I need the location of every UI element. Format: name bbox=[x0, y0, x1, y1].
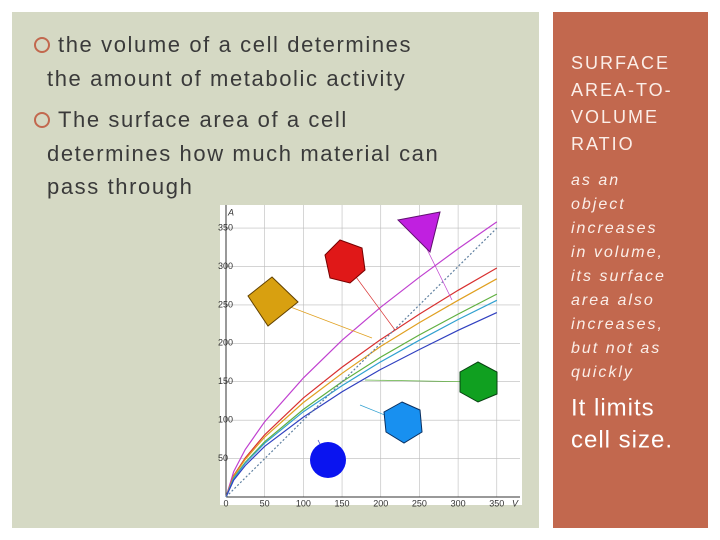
sidebar-conclusion: cell size. bbox=[571, 426, 673, 453]
tetrahedron bbox=[396, 211, 441, 253]
x-tick-label: 150 bbox=[335, 498, 350, 508]
x-tick-label: 100 bbox=[296, 498, 311, 508]
y-tick-label: 50 bbox=[218, 453, 228, 463]
series-line bbox=[225, 278, 498, 498]
x-tick-label: 250 bbox=[412, 498, 427, 508]
bullet-text: the amount of metabolic activity bbox=[47, 66, 406, 91]
sidebar-heading: VOLUME bbox=[571, 107, 659, 127]
dodecahedron bbox=[459, 361, 498, 403]
sidebar-body: area also bbox=[571, 292, 655, 309]
sidebar-body: but not as bbox=[571, 340, 661, 357]
x-axis-label: V bbox=[512, 498, 519, 508]
shapes bbox=[247, 211, 498, 478]
sidebar-heading: AREA-TO- bbox=[571, 80, 673, 100]
bullet-icon bbox=[34, 37, 50, 53]
bullet-text: The surface area of a cell bbox=[58, 107, 348, 132]
sphere bbox=[310, 442, 346, 478]
sidebar-heading: RATIO bbox=[571, 134, 635, 154]
x-tick-label: 300 bbox=[451, 498, 466, 508]
cube bbox=[324, 239, 366, 284]
bullet-text: determines how much material can bbox=[47, 141, 439, 166]
octahedron bbox=[247, 276, 299, 327]
sidebar-body: object bbox=[571, 196, 626, 213]
series-line bbox=[225, 221, 498, 498]
sidebar-conclusion: It limits bbox=[571, 394, 655, 421]
chart-background bbox=[220, 205, 522, 505]
series-line bbox=[225, 227, 498, 498]
icosahedron bbox=[383, 401, 423, 444]
bullet-text: pass through bbox=[47, 174, 193, 199]
sidebar-heading: SURFACE bbox=[571, 53, 670, 73]
bullet-text: the volume of a cell determines bbox=[58, 32, 412, 57]
series-line bbox=[225, 312, 498, 498]
sidebar-body: quickly bbox=[571, 364, 634, 381]
x-tick-label: 0 bbox=[223, 498, 228, 508]
sidebar-body: its surface bbox=[571, 268, 666, 285]
x-tick-label: 350 bbox=[489, 498, 504, 508]
sidebar-panel bbox=[553, 12, 708, 528]
x-tick-label: 50 bbox=[260, 498, 270, 508]
series-line bbox=[225, 267, 498, 498]
sidebar-body: increases bbox=[571, 220, 657, 237]
y-axis-label: A bbox=[227, 207, 234, 217]
series-line bbox=[225, 299, 498, 498]
x-tick-label: 200 bbox=[373, 498, 388, 508]
sidebar-body: as an bbox=[571, 172, 620, 189]
connector bbox=[364, 379, 479, 383]
sidebar-body: increases, bbox=[571, 316, 664, 333]
sidebar-body: in volume, bbox=[571, 244, 664, 261]
bullet-icon bbox=[34, 112, 50, 128]
